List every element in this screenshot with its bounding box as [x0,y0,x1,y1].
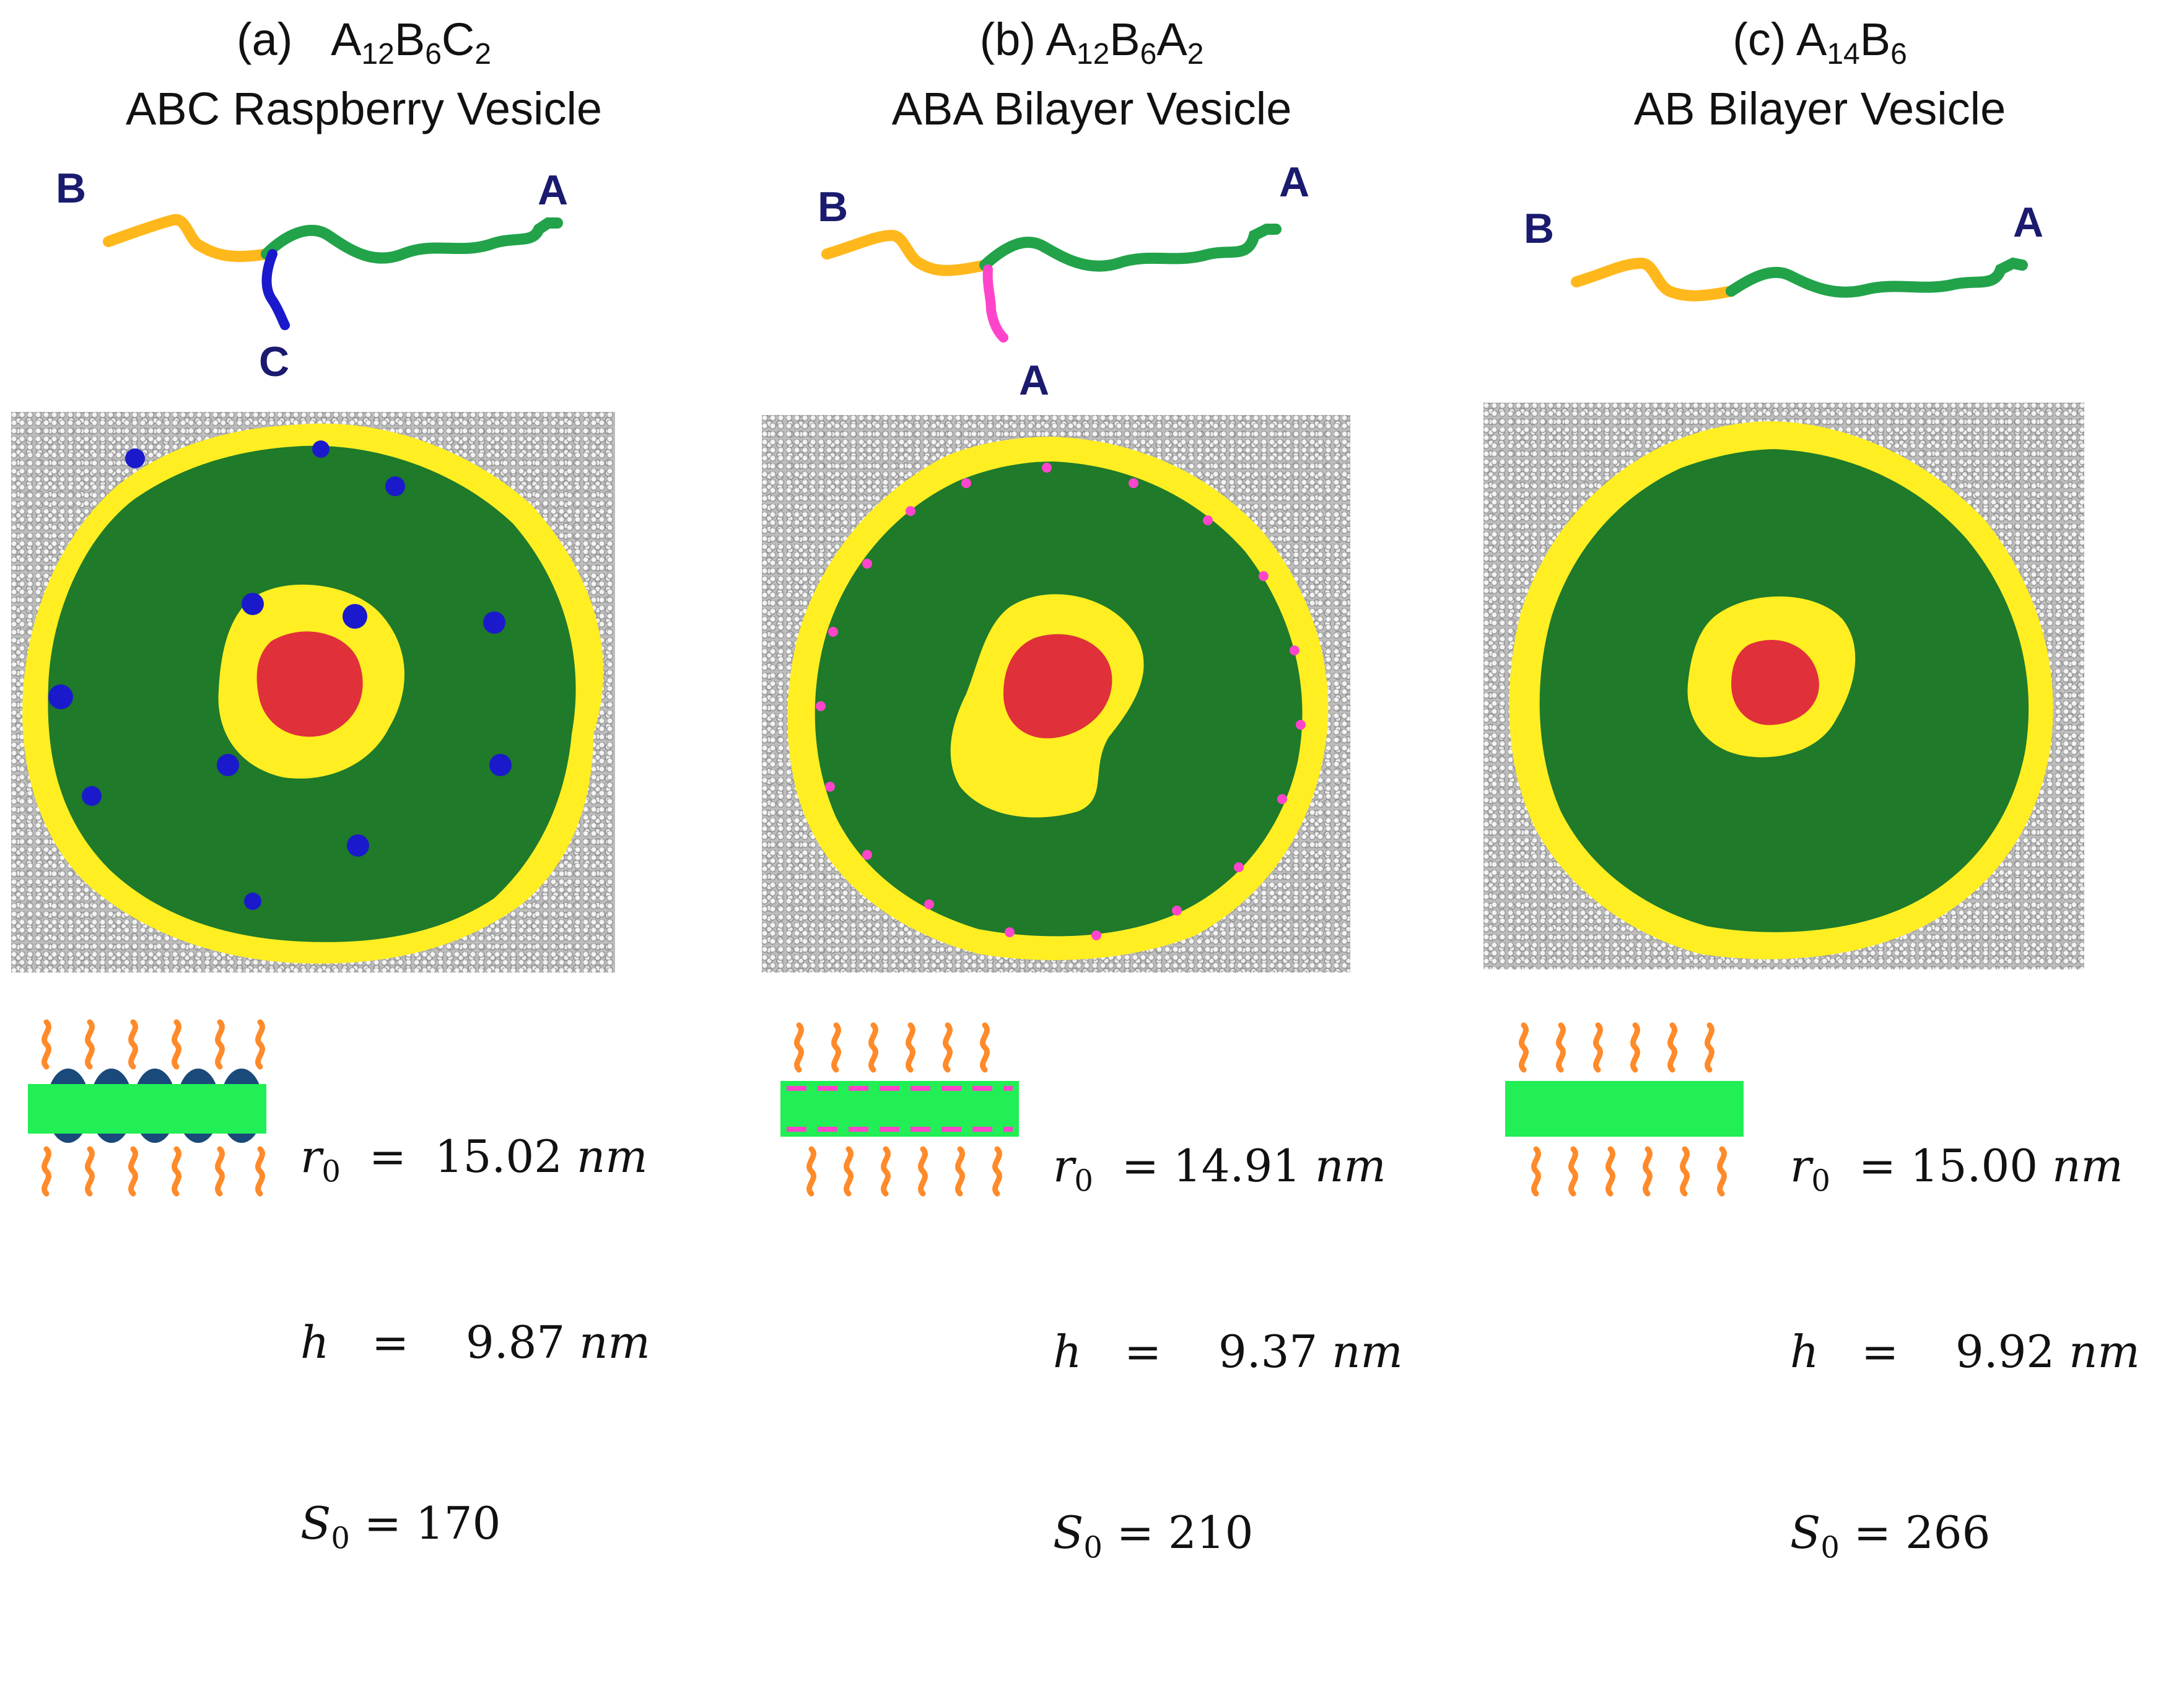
chain-label-left: B [1524,205,1555,252]
panel-c-title: (c) A14B6 [1732,14,1907,71]
panel-b-title: (b) A12B6A2 [979,14,1204,71]
b-block-strand [1571,257,1737,302]
chain-label-right: A [2013,199,2044,246]
param-s0: S0 = 170 [300,1497,501,1555]
polymer-chain-diagram [1571,257,2028,302]
b-block-strand [821,229,990,276]
a2-block-strand [982,265,1008,343]
top-tails [1519,1022,1714,1073]
panel-a-name: ABC Raspberry Vesicle [125,83,603,134]
param-r0: r0 = 14.91 nm [1053,1140,1386,1199]
top-tails [41,1019,265,1070]
vesicle-snapshot-c [1483,403,2084,969]
panel-a-title: (a) A12B6C2 [236,14,492,71]
red-center [1003,634,1112,738]
chain-label-branch: A [1019,357,1050,404]
chain-label-left: B [56,165,87,212]
red-center [256,631,363,737]
chain-label-right: A [538,167,569,214]
vesicle-render [22,423,604,964]
top-tails [794,1022,990,1073]
params-a: r0 = 15.02 nm h = 9.87 nm S0 = 170 [300,1007,650,1679]
polymer-chain-diagram [103,214,563,330]
param-h: h = 9.87 nm [300,1316,650,1368]
param-h: h = 9.92 nm [1790,1325,2140,1378]
blue-c-clusters [48,440,512,910]
panel-b-name: ABA Bilayer Vesicle [891,83,1292,134]
chain-label-right: A [1279,159,1310,206]
a-block-strand [979,224,1282,272]
c-block-strand [261,249,290,330]
params-c: r0 = 15.00 nm h = 9.92 nm S0 = 266 [1790,1016,2140,1688]
param-s0: S0 = 266 [1790,1506,1991,1565]
panel-b: (b) A12B6A2 ABA Bilayer Vesicle B A A [728,0,1456,1565]
membrane-slab [1505,1081,1744,1137]
panel-c: (c) A14B6 AB Bilayer Vesicle B A r0 = 15… [1456,0,2184,1565]
b-block-strand [103,214,272,263]
vesicle-snapshot-a [11,412,615,973]
bottom-tails [1531,1146,1727,1197]
param-h: h = 9.37 nm [1053,1325,1403,1378]
vesicle-render [1509,421,2053,960]
membrane-schematic-c [1505,1022,1744,1197]
membrane-schematic-b [780,1022,1019,1197]
a-block-strand [261,217,563,264]
membrane-schematic-a [28,1019,266,1197]
panel-a: (a) A12B6C2 ABC Raspberry Vesicle B A C [0,0,728,1555]
param-r0: r0 = 15.02 nm [300,1130,648,1189]
params-b: r0 = 14.91 nm h = 9.37 nm S0 = 210 [1053,1016,1403,1688]
pink-a2-beads [816,463,1306,940]
a-block-strand [1726,257,2028,298]
vesicle-render [787,437,1329,960]
membrane-slab [28,1084,266,1134]
bottom-tails [806,1146,1002,1197]
panel-c-name: AB Bilayer Vesicle [1633,83,2006,134]
param-r0: r0 = 15.00 nm [1790,1140,2123,1199]
red-center [1731,640,1819,725]
param-s0: S0 = 210 [1053,1506,1254,1565]
bottom-tails [41,1146,265,1197]
polymer-chain-diagram [821,224,1282,343]
chain-label-branch: C [259,338,290,385]
chain-label-left: B [818,183,849,230]
vesicle-snapshot-b [762,415,1350,973]
